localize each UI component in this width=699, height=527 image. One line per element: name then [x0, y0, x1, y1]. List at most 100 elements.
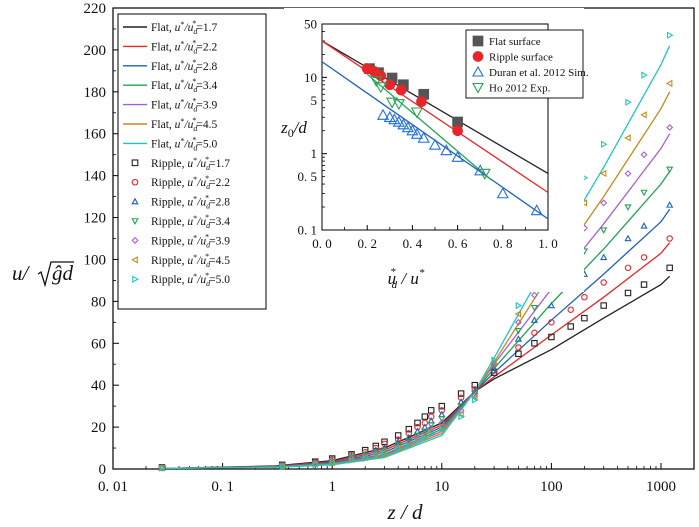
- ripple-point: [624, 204, 632, 211]
- ripple-point: [395, 445, 403, 453]
- legend-item-ripple-1.7: Ripple, u*/ud*=1.7: [131, 155, 230, 172]
- inset-series-ho-2012-exp-: [370, 76, 491, 180]
- ripple-point: [600, 227, 608, 234]
- legend-item-flat-4.5: Flat, u*/ud*=4.5: [123, 116, 217, 133]
- legend-label: Flat, u*/ud*=3.4: [151, 77, 217, 94]
- ripple-point: [567, 306, 574, 313]
- legend-label: Ripple, u*/ud*=2.8: [151, 194, 230, 211]
- ripple-point: [666, 123, 674, 131]
- main-x-tick-label: 10: [434, 479, 449, 495]
- main-x-axis: 0. 01 0. 1 1 10 100 1000: [98, 463, 695, 495]
- main-x-tick-label: 0. 1: [211, 479, 234, 495]
- ripple-point: [438, 415, 446, 423]
- ripple-point: [491, 356, 498, 364]
- inset-point: [395, 84, 407, 96]
- inset-series-duran-et-al-2012-sim-: [376, 108, 543, 216]
- ripple-point: [159, 464, 166, 472]
- inset-x-tick-label: 0. 4: [403, 236, 423, 251]
- ripple-point: [514, 318, 522, 326]
- legend-label: Flat, u*/ud*=2.8: [151, 58, 217, 75]
- inset-point: [410, 107, 424, 119]
- main-y-tick-label: 140: [84, 169, 107, 185]
- ripple-point: [427, 407, 435, 414]
- main-y-tick-label: 40: [91, 378, 106, 394]
- legend-item-flat-3.9: Flat, u*/ud*=3.9: [123, 97, 217, 114]
- ripple-point: [600, 199, 608, 207]
- inset-legend-box: [465, 29, 584, 99]
- ripple-point: [515, 350, 522, 357]
- main-x-tick-label: 0. 01: [98, 479, 128, 495]
- inset-point: [416, 96, 427, 108]
- ripple-point: [515, 344, 522, 351]
- inset-legend-swatch: [472, 82, 484, 94]
- inset-legend-label: Ripple surface: [489, 52, 553, 64]
- ylabel-radicand: ĝd: [52, 261, 74, 285]
- legend-item-flat-1.7: Flat, u*/ud*=1.7: [123, 19, 217, 36]
- legend-item-flat-2.2: Flat, u*/ud*=2.2: [123, 38, 217, 55]
- ripple-point: [404, 441, 412, 449]
- ripple-point: [438, 402, 446, 410]
- legend-label: Flat, u*/ud*=1.7: [151, 19, 217, 36]
- main-y-tick-label: 20: [91, 420, 106, 436]
- legend-item-flat-3.4: Flat, u*/ud*=3.4: [123, 77, 217, 94]
- legend-label: Ripple, u*/ud*=3.4: [151, 213, 230, 230]
- legend-item-flat-5.0: Flat, u*/ud*=5.0: [123, 135, 217, 152]
- main-x-tick-label: 1: [328, 479, 336, 495]
- ripple-point: [666, 264, 673, 272]
- ripple-point: [380, 448, 388, 456]
- ripple-point: [329, 459, 337, 467]
- inset-series-ripple-surface: [361, 63, 463, 137]
- legend-item-ripple-3.9: Ripple, u*/ud*=3.9: [131, 232, 230, 249]
- inset-x-tick-label: 0. 0: [312, 236, 332, 251]
- main-y-tick-label: 220: [84, 1, 107, 17]
- ripple-point: [427, 424, 435, 432]
- ripple-point: [600, 253, 608, 261]
- inset-point: [375, 70, 387, 82]
- ripple-point: [457, 410, 464, 419]
- inset-x-tick-label: 1. 0: [538, 236, 558, 251]
- inset-point: [374, 82, 387, 94]
- ripple-point: [530, 316, 539, 323]
- legend-item-flat-2.8: Flat, u*/ud*=2.8: [123, 58, 217, 75]
- ripple-point: [421, 413, 429, 420]
- inset-plot: 0. 0 0. 2 0. 4 0. 6 0. 8 1. 0 0. 10. 5151050 …: [280, 8, 589, 292]
- inset-legend-item: Duran et al. 2012 Sim.: [472, 65, 589, 79]
- ripple-point: [600, 302, 607, 309]
- ripple-series-1.7: [158, 264, 673, 471]
- main-y-tick-label: 0: [99, 462, 107, 478]
- ylabel-sqrt-sign: [37, 261, 74, 288]
- ripple-point: [641, 71, 648, 79]
- legend-label: Flat, u*/ud*=5.0: [151, 135, 217, 152]
- ripple-point: [624, 170, 632, 178]
- ripple-point: [420, 431, 428, 440]
- ripple-point: [414, 423, 421, 431]
- legend-label: Ripple, u*/ud*=2.2: [151, 174, 230, 191]
- inset-legend-swatch: [472, 65, 484, 77]
- main-y-tick-label: 120: [84, 211, 107, 227]
- inset-point: [478, 168, 491, 180]
- inset-y-axis: 0. 1 0. 5 1 5 10 50: [298, 17, 327, 238]
- legend-marker-swatch: [132, 275, 139, 283]
- ripple-point: [665, 79, 673, 88]
- legend-marker-swatch: [131, 178, 139, 186]
- inset-ylabel: z0/d: [280, 118, 307, 140]
- inset-legend-swatch: [472, 35, 484, 47]
- ripple-point: [530, 291, 538, 299]
- inset-fit-line: [321, 40, 549, 175]
- main-legend-box: [117, 13, 267, 310]
- inset-x-axis: 0. 0 0. 2 0. 4 0. 6 0. 8 1. 0: [312, 225, 558, 251]
- ripple-point: [599, 169, 607, 178]
- legend-marker-swatch: [131, 197, 139, 205]
- inset-point: [410, 127, 424, 139]
- ripple-point: [427, 413, 435, 420]
- ripple-point: [279, 462, 287, 471]
- main-y-tick-label: 200: [84, 43, 107, 59]
- ripple-point: [457, 390, 465, 397]
- ripple-point: [625, 98, 632, 106]
- inset-point: [452, 125, 463, 137]
- ripple-point: [413, 436, 421, 444]
- inset-legend-item: Ripple surface: [472, 51, 553, 64]
- ripple-point: [394, 444, 401, 452]
- ripple-point: [581, 293, 588, 301]
- inset-y-tick-label: 0. 1: [298, 223, 318, 238]
